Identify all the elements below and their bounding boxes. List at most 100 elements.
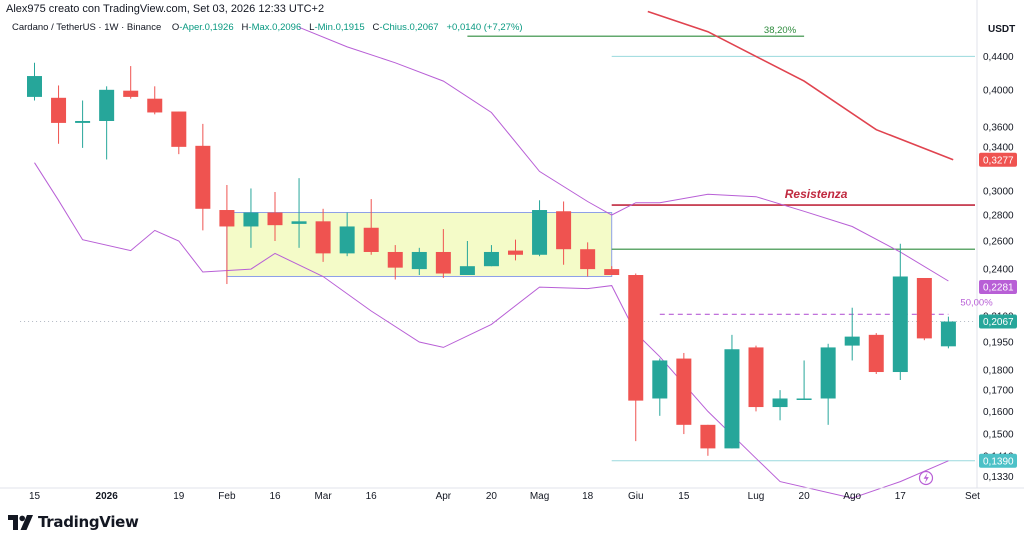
candle-body <box>195 145 211 209</box>
price-tick-label: 0,4000 <box>983 85 1014 96</box>
time-tick-label: 17 <box>895 491 907 502</box>
lightning-icon[interactable] <box>918 470 934 486</box>
candle[interactable] <box>291 178 307 248</box>
close-label: C <box>372 22 380 33</box>
candle[interactable] <box>387 245 403 280</box>
candle[interactable] <box>51 85 67 144</box>
candle-body <box>844 336 860 346</box>
price-tick-label: 0,2800 <box>983 210 1014 221</box>
candle-body <box>820 347 836 399</box>
candle[interactable] <box>844 307 860 361</box>
price-tick-label: 0,3000 <box>983 186 1014 197</box>
bollinger-lower-band[interactable] <box>34 162 949 499</box>
candle[interactable] <box>556 201 572 265</box>
time-tick-label: Lug <box>748 491 765 502</box>
candle[interactable] <box>267 191 283 242</box>
price-axis[interactable]: USDT 0,4400 0,4000 0,3600 0,3400 0,3000 0,280… <box>976 0 1017 488</box>
close-value: -Chius.0,2067 <box>379 22 439 33</box>
symbol-name[interactable]: Cardano / TetherUS · 1W · Binance <box>12 22 162 33</box>
candle-body <box>363 227 379 252</box>
price-tick-label: 0,2400 <box>983 265 1014 276</box>
candle[interactable] <box>459 241 475 276</box>
candle[interactable] <box>75 100 91 148</box>
candle[interactable] <box>604 266 620 276</box>
candle[interactable] <box>748 345 764 412</box>
candle-body <box>916 277 932 339</box>
brand-logo[interactable]: TradingView <box>8 513 139 531</box>
time-tick-label: Ago <box>843 491 861 502</box>
tag-2067: 0,2067 <box>979 314 1017 329</box>
candle-body <box>171 111 187 147</box>
candle[interactable] <box>99 86 115 160</box>
candle[interactable] <box>700 424 716 456</box>
candle[interactable] <box>580 242 596 277</box>
bollinger-bands-layer <box>34 26 949 499</box>
candle[interactable] <box>435 229 451 278</box>
candle[interactable] <box>652 358 668 416</box>
candle-body <box>435 251 451 274</box>
open-value: -Aper.0,1926 <box>179 22 234 33</box>
candle[interactable] <box>219 184 235 285</box>
candle[interactable] <box>796 360 812 400</box>
candle[interactable] <box>892 243 908 380</box>
header-text: Alex975 creato con TradingView.com, Set … <box>6 3 325 15</box>
candle[interactable] <box>123 66 139 99</box>
time-axis[interactable]: 15 2026 19 Feb 16 Mar 16 Apr 20 Mag 18 Giu 15 Lug 20 Ag… <box>0 487 1024 502</box>
price-tag-bg <box>979 279 1017 294</box>
candle[interactable] <box>483 245 499 267</box>
candle[interactable] <box>363 199 379 255</box>
time-tick-label: Apr <box>436 491 452 502</box>
brand-name: TradingView <box>38 513 139 531</box>
candle[interactable] <box>868 333 884 374</box>
candle[interactable] <box>147 86 163 115</box>
candle[interactable] <box>532 200 548 257</box>
candle-body <box>508 250 523 255</box>
price-tick-label: 0,2600 <box>983 237 1014 248</box>
candle[interactable] <box>676 352 692 435</box>
candle[interactable] <box>820 343 836 425</box>
fib-50-label: 50,00% <box>960 297 993 308</box>
candle[interactable] <box>171 111 187 155</box>
time-tick-label: 15 <box>678 491 690 502</box>
tag-3277: 0,3277 <box>979 152 1017 167</box>
downtrend-line[interactable] <box>647 10 954 161</box>
price-tick-label: 0,1700 <box>983 386 1014 397</box>
candle-body <box>267 212 283 226</box>
bollinger-upper-band[interactable] <box>298 26 949 282</box>
candle-body <box>51 97 67 123</box>
candles-layer <box>27 62 956 456</box>
time-tick-label: 20 <box>799 491 811 502</box>
candle[interactable] <box>508 239 523 261</box>
candle-body <box>99 89 115 121</box>
price-tick-label: 0,3600 <box>983 122 1014 133</box>
price-tick-label: 0,1600 <box>983 407 1014 418</box>
candle[interactable] <box>628 273 644 442</box>
low-label: L <box>309 22 315 33</box>
candle[interactable] <box>243 188 259 248</box>
price-tick-label: 0,1950 <box>983 337 1014 348</box>
candle[interactable] <box>916 277 932 341</box>
candle[interactable] <box>940 316 956 349</box>
candle[interactable] <box>315 208 331 262</box>
candle[interactable] <box>339 212 355 257</box>
price-tag-label: 0,2281 <box>983 282 1014 293</box>
candle[interactable] <box>195 123 211 231</box>
currency-label: USDT <box>988 24 1015 35</box>
annotations-layer: Resistenza 38,20% 50,00% <box>764 25 993 486</box>
candle-body <box>123 90 139 97</box>
candle[interactable] <box>724 334 740 449</box>
candle-body <box>892 276 908 373</box>
time-tick-label: 20 <box>486 491 498 502</box>
change-value: +0,0140 (+7,27%) <box>446 22 523 33</box>
high-value: -Max.0,2096 <box>248 22 302 33</box>
price-tick-label: 0,1800 <box>983 366 1014 377</box>
price-tick-label: 0,1330 <box>983 472 1014 483</box>
candle[interactable] <box>27 62 42 101</box>
candle-body <box>243 212 259 227</box>
price-tag-label: 0,1390 <box>983 456 1014 467</box>
candle[interactable] <box>411 247 427 276</box>
tradingview-logo-icon <box>8 514 33 530</box>
candle-body <box>315 221 331 254</box>
candle[interactable] <box>772 390 788 421</box>
